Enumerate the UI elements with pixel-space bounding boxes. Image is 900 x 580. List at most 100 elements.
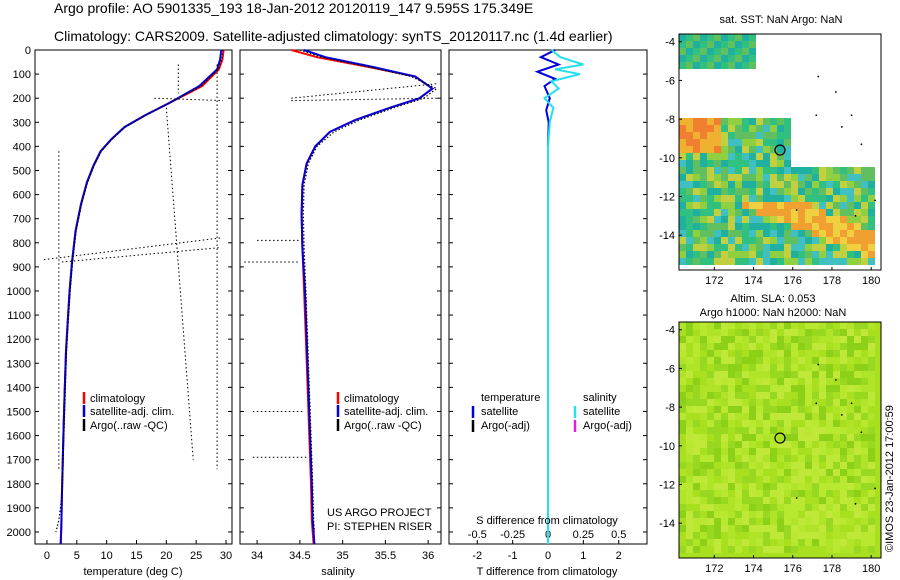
map-cell (686, 385, 693, 392)
map-cell (833, 399, 840, 406)
map-cell (721, 244, 728, 251)
map-cell (721, 539, 728, 546)
map-cell (707, 195, 714, 202)
map-cell (728, 244, 735, 251)
map-cell (700, 237, 707, 244)
map-cell (714, 385, 721, 392)
map-cell (742, 258, 749, 265)
map-cell (679, 125, 686, 132)
map-cell (826, 202, 833, 209)
map-cell (686, 139, 693, 146)
map-cell (700, 378, 707, 385)
map-cell (735, 230, 742, 237)
map-cell (819, 497, 826, 504)
map-cell (847, 237, 854, 244)
map-cell (826, 399, 833, 406)
map-cell (798, 202, 805, 209)
map-cell (854, 336, 861, 343)
map-cell (812, 427, 819, 434)
map-cell (728, 230, 735, 237)
map-cell (756, 539, 763, 546)
map-cell (686, 413, 693, 420)
map-cell (833, 258, 840, 265)
map-cell (721, 237, 728, 244)
map-cell (728, 427, 735, 434)
map-cell (833, 525, 840, 532)
map-cell (826, 546, 833, 553)
map-cell (854, 181, 861, 188)
map-cell (819, 399, 826, 406)
map-cell (784, 371, 791, 378)
map-cell (714, 525, 721, 532)
map-cell (854, 455, 861, 462)
map-cell (693, 139, 700, 146)
map-cell (735, 518, 742, 525)
map-cell (826, 244, 833, 251)
map-cell (693, 420, 700, 427)
map-cell (749, 497, 756, 504)
map-cell (693, 55, 700, 62)
map-cell (707, 48, 714, 55)
map-cell (756, 132, 763, 139)
map-cell (700, 125, 707, 132)
map-cell (742, 153, 749, 160)
map-cell (805, 216, 812, 223)
map-cell (791, 490, 798, 497)
map-cell (693, 153, 700, 160)
map-cell (735, 237, 742, 244)
map-cell (679, 174, 686, 181)
map-cell (686, 392, 693, 399)
map-cell (861, 427, 868, 434)
map-cell (798, 230, 805, 237)
map-cell (840, 497, 847, 504)
map-cell (812, 167, 819, 174)
map-cell (784, 350, 791, 357)
map-cell (770, 139, 777, 146)
map-cell (784, 230, 791, 237)
x-tick-label: 34.5 (289, 550, 310, 562)
map-cell (742, 420, 749, 427)
map-cell (707, 343, 714, 350)
map-cell (805, 251, 812, 258)
map-y-tick-label: -12 (659, 191, 675, 203)
map-cell (700, 139, 707, 146)
map-cell (798, 223, 805, 230)
map-cell (840, 223, 847, 230)
map-cell (770, 525, 777, 532)
map-cell (700, 34, 707, 41)
map-cell (784, 237, 791, 244)
map-x-tick-label: 176 (784, 563, 802, 575)
map-cell (693, 167, 700, 174)
map-cell (728, 34, 735, 41)
map-cell (784, 336, 791, 343)
map-cell (700, 539, 707, 546)
map-cell (756, 216, 763, 223)
map-cell (728, 357, 735, 364)
map-cell (805, 483, 812, 490)
map-cell (742, 195, 749, 202)
map-cell (805, 378, 812, 385)
map-cell (840, 476, 847, 483)
map-cell (840, 399, 847, 406)
map-cell (679, 167, 686, 174)
map-cell (784, 455, 791, 462)
map-cell (721, 336, 728, 343)
map-cell (826, 336, 833, 343)
map-cell (854, 350, 861, 357)
map-cell (700, 385, 707, 392)
map-cell (714, 132, 721, 139)
map-cell (679, 413, 686, 420)
y-tick-label: 1700 (7, 455, 31, 467)
map-cell (861, 504, 868, 511)
map-cell (679, 216, 686, 223)
map-cell (707, 469, 714, 476)
map-cell (686, 34, 693, 41)
map-cell (840, 511, 847, 518)
map-cell (763, 258, 770, 265)
map-cell (721, 322, 728, 329)
map-cell (847, 209, 854, 216)
map-cell (686, 504, 693, 511)
map-cell (756, 371, 763, 378)
map-cell (854, 167, 861, 174)
map-cell (707, 420, 714, 427)
